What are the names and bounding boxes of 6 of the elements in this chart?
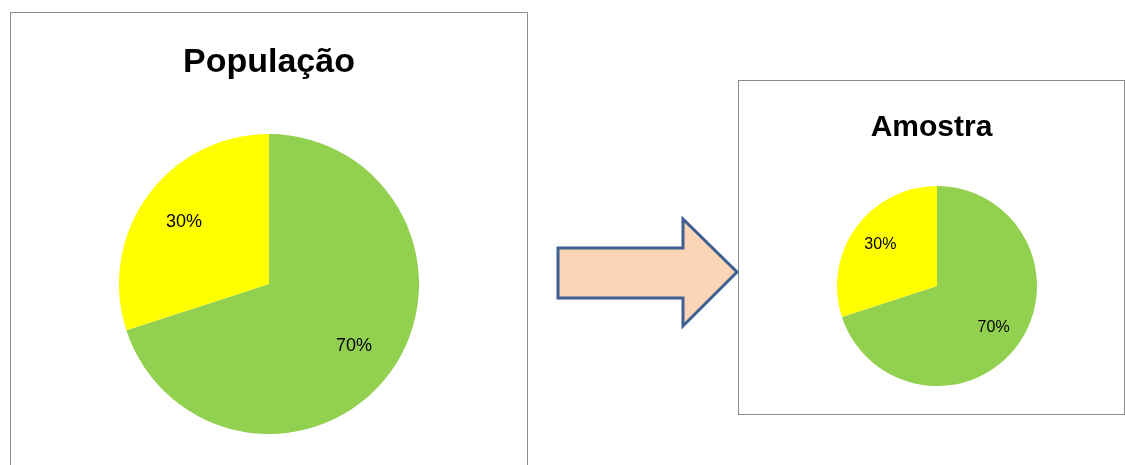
chart-title: Amostra: [869, 109, 994, 143]
chart-title: População: [182, 41, 356, 80]
data-label: 30%: [166, 211, 203, 232]
data-label: 30%: [864, 235, 897, 253]
data-label: 70%: [977, 317, 1010, 335]
data-label: 70%: [335, 334, 372, 355]
